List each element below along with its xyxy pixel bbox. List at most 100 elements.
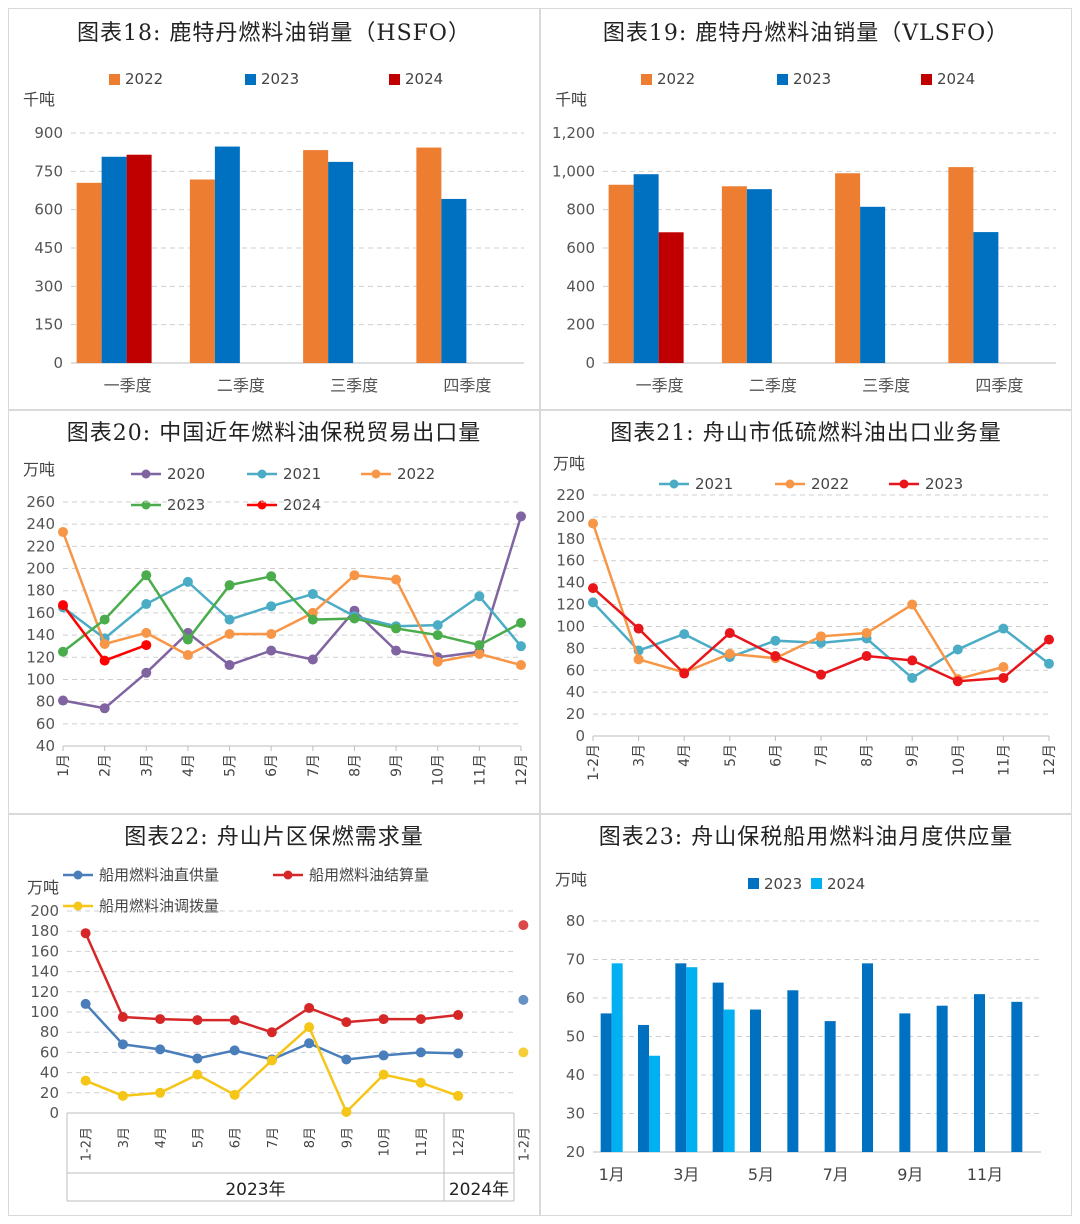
x-tick-label: 4月 xyxy=(181,754,197,777)
y-tick-label: 180 xyxy=(556,530,585,548)
data-point xyxy=(588,583,598,594)
data-point xyxy=(229,1089,240,1100)
legend-label: 2024 xyxy=(937,70,975,88)
legend-swatch xyxy=(811,878,822,889)
x-tick-label: 11月 xyxy=(967,1165,1003,1184)
data-point xyxy=(141,599,152,610)
bar-2023 xyxy=(712,982,724,1152)
panel-chart-22: 图表22: 舟山片区保燃需求量 万吨 船用燃料油直供量 船用燃料油结算量 船用燃料油调… xyxy=(8,814,540,1216)
legend-label: 船用燃料油调拨量 xyxy=(99,897,219,915)
legend-marker xyxy=(669,479,679,489)
data-point xyxy=(266,645,277,656)
bar-2023 xyxy=(750,1009,761,1152)
x-tick-label: 三季度 xyxy=(862,376,910,395)
data-point xyxy=(516,660,526,671)
data-point xyxy=(224,580,235,591)
group-label: 2024年 xyxy=(449,1180,509,1200)
data-point xyxy=(679,629,690,640)
chart-23-plot: 万吨 2023 2024 20 30 40 50 60 70 80 1月 3月 5月 7月 9月 11月 xyxy=(555,870,1041,1184)
chart-title: 图表20: 中国近年燃料油保税贸易出口量 xyxy=(66,421,482,446)
bar-2024 xyxy=(126,154,152,363)
legend-marker xyxy=(257,500,267,510)
data-point xyxy=(304,1038,315,1049)
x-tick-label: 四季度 xyxy=(975,376,1023,395)
y-tick-label: 140 xyxy=(30,963,59,981)
y-tick-label: 200 xyxy=(556,508,585,526)
legend-label: 2024 xyxy=(283,496,321,514)
data-point xyxy=(415,1077,426,1088)
data-point xyxy=(861,628,872,639)
x-tick-label: 1-2月 xyxy=(586,744,602,781)
x-tick-label: 1-2月 xyxy=(517,1127,532,1161)
y-tick-label: 180 xyxy=(30,922,59,940)
y-unit-label: 万吨 xyxy=(27,878,59,897)
data-point xyxy=(307,614,318,625)
y-tick-label: 900 xyxy=(34,124,63,142)
data-point xyxy=(453,1010,464,1021)
bar-2023 xyxy=(860,206,886,363)
x-tick-label: 1月 xyxy=(599,1165,625,1184)
y-tick-label: 100 xyxy=(556,617,585,635)
data-point xyxy=(432,630,443,641)
legend-swatch xyxy=(921,74,932,85)
data-point xyxy=(998,661,1009,672)
bar-2022 xyxy=(303,150,329,363)
chart-21-plot: 万吨 2021 2022 2023 0 20 40 60 80 100 120 140 160 180 20… xyxy=(553,454,1058,781)
legend-label: 2023 xyxy=(764,875,802,893)
x-tick-label: 4月 xyxy=(677,744,693,767)
bar-2022 xyxy=(76,182,102,363)
y-tick-label: 160 xyxy=(30,942,59,960)
data-point xyxy=(155,1087,166,1098)
data-point xyxy=(266,1055,277,1066)
bar-2023 xyxy=(862,963,873,1152)
y-tick-label: 40 xyxy=(566,683,585,701)
series-line-2021 xyxy=(62,580,522,647)
y-tick-label: 80 xyxy=(566,912,585,930)
legend-label: 2023 xyxy=(167,496,205,514)
y-tick-label: 100 xyxy=(26,670,55,688)
chart-18-plot: 0 150 300 450 600 750 900 千吨 2022 2023 2024 一季度 二季度 三… xyxy=(23,70,524,395)
data-point xyxy=(182,650,193,661)
x-tick-label: 6月 xyxy=(264,754,280,777)
data-point xyxy=(474,640,485,651)
data-point xyxy=(998,623,1009,634)
data-point xyxy=(633,654,644,665)
data-point xyxy=(141,640,152,651)
y-tick-label: 20 xyxy=(566,705,585,723)
legend-marker xyxy=(785,479,795,489)
x-tick-label: 7月 xyxy=(814,744,830,767)
data-point xyxy=(341,1017,352,1028)
y-tick-label: 20 xyxy=(566,1143,585,1161)
x-tick-label: 8月 xyxy=(347,754,363,777)
y-tick-label: 180 xyxy=(26,582,55,600)
y-tick-label: 800 xyxy=(566,201,595,219)
x-tick-label: 10月 xyxy=(378,1127,393,1157)
panel-chart-18: 图表18: 鹿特丹燃料油销量（HSFO） 0 150 300 450 600 750 900… xyxy=(8,8,540,410)
y-tick-label: 70 xyxy=(566,951,585,969)
y-tick-label: 600 xyxy=(566,239,595,257)
y-tick-label: 300 xyxy=(34,277,63,295)
bar-2023 xyxy=(973,232,999,363)
x-tick-label: 4月 xyxy=(154,1127,169,1148)
legend-marker xyxy=(257,469,267,479)
bar-2023 xyxy=(441,198,467,363)
x-tick-label: 2月 xyxy=(98,754,114,777)
chart-title: 图表18: 鹿特丹燃料油销量（HSFO） xyxy=(77,21,471,46)
group-label: 2023年 xyxy=(225,1180,285,1200)
data-point xyxy=(229,1045,240,1056)
data-point xyxy=(432,620,443,631)
data-point xyxy=(907,655,918,666)
data-point xyxy=(117,1012,128,1023)
data-point xyxy=(453,1090,464,1101)
series-line-2022 xyxy=(61,531,522,667)
y-tick-label: 50 xyxy=(566,1028,585,1046)
data-point xyxy=(266,1027,277,1038)
data-point xyxy=(99,614,110,625)
legend-swatch xyxy=(389,74,400,85)
panel-chart-20: 图表20: 中国近年燃料油保税贸易出口量 万吨 2020 2021 2022 2023 2… xyxy=(8,410,540,814)
data-point xyxy=(588,518,598,529)
data-point xyxy=(816,669,826,680)
x-tick-label: 9月 xyxy=(905,744,921,767)
data-point xyxy=(415,1014,426,1025)
y-tick-label: 240 xyxy=(26,515,55,533)
